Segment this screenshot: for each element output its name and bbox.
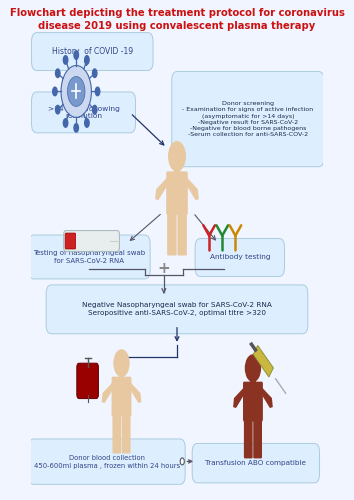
Circle shape (52, 86, 58, 97)
Circle shape (61, 66, 91, 118)
Polygon shape (262, 387, 273, 408)
Circle shape (168, 141, 186, 172)
FancyBboxPatch shape (195, 238, 285, 277)
FancyBboxPatch shape (250, 379, 256, 386)
Polygon shape (187, 177, 199, 200)
FancyBboxPatch shape (166, 172, 188, 215)
Circle shape (84, 55, 90, 65)
Text: +: + (158, 261, 170, 276)
Polygon shape (253, 346, 273, 377)
Circle shape (73, 50, 79, 60)
FancyBboxPatch shape (65, 233, 76, 249)
Circle shape (113, 349, 130, 377)
Circle shape (92, 104, 98, 115)
Text: Donor screening
- Examination for signs of active infection
(asymptomatic for >1: Donor screening - Examination for signs … (182, 101, 313, 137)
Circle shape (55, 104, 61, 115)
Polygon shape (130, 382, 141, 403)
FancyBboxPatch shape (77, 363, 98, 398)
FancyBboxPatch shape (244, 418, 253, 459)
Circle shape (68, 76, 85, 106)
Text: Testing of nasopharyngeal swab
for SARS-CoV-2 RNA: Testing of nasopharyngeal swab for SARS-… (33, 250, 145, 264)
FancyBboxPatch shape (119, 374, 124, 381)
Circle shape (84, 118, 90, 128)
Circle shape (92, 68, 98, 78)
Text: Negative Nasopharyngeal swab for SARS-CoV-2 RNA
Seropositive anti-SARS-CoV-2, op: Negative Nasopharyngeal swab for SARS-Co… (82, 302, 272, 316)
Polygon shape (233, 387, 244, 408)
FancyBboxPatch shape (174, 168, 180, 176)
Text: >14 days following
resolution: >14 days following resolution (47, 106, 119, 120)
FancyBboxPatch shape (112, 376, 131, 416)
FancyBboxPatch shape (167, 211, 177, 256)
FancyBboxPatch shape (192, 444, 320, 483)
Text: Antibody testing: Antibody testing (210, 254, 270, 260)
Circle shape (55, 68, 61, 78)
FancyBboxPatch shape (177, 211, 187, 256)
FancyBboxPatch shape (32, 32, 153, 70)
Circle shape (95, 86, 101, 97)
FancyBboxPatch shape (64, 230, 119, 252)
FancyBboxPatch shape (172, 72, 324, 166)
FancyBboxPatch shape (29, 439, 185, 484)
Circle shape (180, 458, 184, 465)
Text: Donor blood collection
450-600ml plasma , frozen within 24 hours: Donor blood collection 450-600ml plasma … (34, 455, 180, 468)
FancyBboxPatch shape (243, 382, 263, 422)
FancyBboxPatch shape (122, 412, 131, 454)
Polygon shape (155, 177, 167, 200)
Circle shape (63, 118, 68, 128)
FancyBboxPatch shape (113, 412, 121, 454)
FancyBboxPatch shape (32, 92, 136, 133)
Text: Flowchart depicting the treatment protocol for coronavirus
disease 2019 using co: Flowchart depicting the treatment protoc… (10, 8, 344, 30)
Circle shape (73, 123, 79, 133)
Text: History  of COVID -19: History of COVID -19 (52, 47, 133, 56)
Circle shape (245, 354, 261, 382)
Polygon shape (102, 382, 113, 403)
FancyBboxPatch shape (29, 235, 150, 279)
FancyBboxPatch shape (46, 285, 308, 334)
FancyBboxPatch shape (253, 418, 262, 459)
Circle shape (63, 55, 68, 65)
Text: Transfusion ABO compatible: Transfusion ABO compatible (205, 460, 306, 466)
